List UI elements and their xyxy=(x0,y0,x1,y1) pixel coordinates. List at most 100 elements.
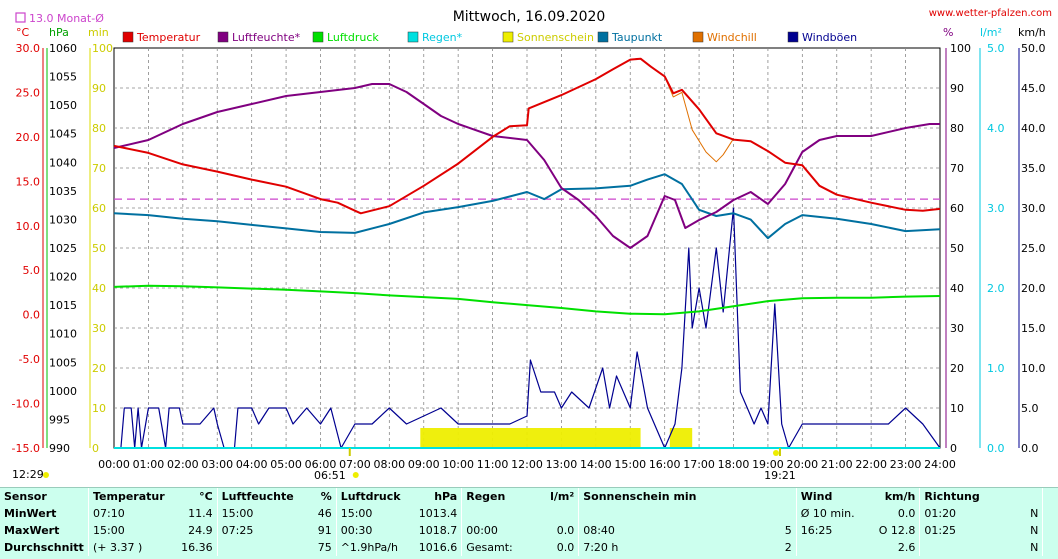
rain-value: 0.0 xyxy=(556,524,575,537)
pressure-tick-label: 1040 xyxy=(49,156,77,169)
pressure-tick-label: 1035 xyxy=(49,185,77,198)
pressure-tick-label: 1030 xyxy=(49,213,77,226)
x-tick-label: 01:00 xyxy=(133,458,165,471)
series-line-windchill xyxy=(664,76,734,163)
wind-tick-label: 50.0 xyxy=(1021,42,1046,55)
sunset-label: 19:21 xyxy=(764,469,796,482)
sunrise-sun-icon xyxy=(352,472,359,478)
temp-value: 16.36 xyxy=(181,541,213,554)
x-tick-label: 15:00 xyxy=(614,458,646,471)
humidity-unit-header: % xyxy=(320,490,332,503)
sunshine-bar xyxy=(669,428,693,448)
chart-series xyxy=(113,57,941,449)
humidity-unit-label: % xyxy=(943,26,953,39)
pressure-unit-label: hPa xyxy=(49,26,69,39)
series-line-taupunkt xyxy=(113,173,941,240)
sunshine-tick-label: 40 xyxy=(92,282,106,295)
x-tick-label: 19:00 xyxy=(752,458,784,471)
sunset-sun-icon xyxy=(772,450,779,456)
legend-swatch xyxy=(312,31,324,43)
legend-swatch xyxy=(597,31,609,43)
rain-tick-label: 3.0 xyxy=(987,202,1005,215)
pressure-time: 00:30 xyxy=(335,522,415,539)
temperature-tick-label: 10.0 xyxy=(16,220,41,233)
legend-label: Luftdruck xyxy=(327,31,379,44)
humidity-value: 91 xyxy=(317,524,332,537)
legend-swatch xyxy=(692,31,704,43)
wind-unit-label: km/h xyxy=(1018,26,1046,39)
direction-value: N xyxy=(1030,507,1039,520)
pressure-tick-label: 1015 xyxy=(49,299,77,312)
pressure-tick-label: 1000 xyxy=(49,385,77,398)
x-tick-label: 04:00 xyxy=(236,458,268,471)
pressure-tick-label: 990 xyxy=(49,442,70,455)
x-tick-label: 18:00 xyxy=(718,458,750,471)
temperature-tick-label: 5.0 xyxy=(23,264,41,277)
temperature-tick-label: 25.0 xyxy=(16,86,41,99)
direction-value-header xyxy=(998,488,1043,505)
left-time-label: 12:29 xyxy=(12,468,44,481)
sunshine-time: 7:20 h xyxy=(578,539,740,556)
sunshine-tick-label: 80 xyxy=(92,122,106,135)
series-line-luftdruck xyxy=(113,284,941,316)
legend-label: Regen* xyxy=(422,31,463,44)
temperature-tick-label: -15.0 xyxy=(12,442,40,455)
statistics-row-avg: Durchschnitt (+ 3.37 ) 16.36 75 ^1.9hPa/… xyxy=(0,539,1058,556)
x-tick-label: 24:00 xyxy=(924,458,956,471)
temp-header: Temperatur xyxy=(87,488,169,505)
legend-label: Temperatur xyxy=(136,31,201,44)
sunshine-tick-label: 90 xyxy=(92,82,106,95)
stats-spacer xyxy=(1042,539,1058,556)
rain-unit-header: l/m² xyxy=(550,490,575,503)
x-tick-label: 06:00 xyxy=(305,458,337,471)
direction-header: Richtung xyxy=(919,488,999,505)
humidity-tick-label: 40 xyxy=(950,282,964,295)
x-tick-label: 20:00 xyxy=(786,458,818,471)
legend-label: Windchill xyxy=(707,31,757,44)
temp-time: (+ 3.37 ) xyxy=(87,539,169,556)
humidity-value: 46 xyxy=(317,507,332,520)
sunshine-tick-label: 100 xyxy=(92,42,113,55)
humidity-tick-label: 80 xyxy=(950,122,964,135)
legend-swatch xyxy=(787,31,799,43)
rain-value: 0.0 xyxy=(556,541,575,554)
pressure-value: 1016.6 xyxy=(418,541,458,554)
wind-tick-label: 25.0 xyxy=(1021,242,1046,255)
x-tick-label: 22:00 xyxy=(855,458,887,471)
chart-annotations: 13.0 Monat-Ø Mittwoch, 16.09.2020 www.wett… xyxy=(12,8,1052,482)
direction-time xyxy=(919,539,999,556)
series-line-windböen xyxy=(114,207,941,449)
humidity-value: 75 xyxy=(317,541,332,554)
x-tick-label: 14:00 xyxy=(580,458,612,471)
rain-tick-label: 5.0 xyxy=(987,42,1005,55)
pressure-value: 1013.4 xyxy=(418,507,458,520)
pressure-tick-label: 1045 xyxy=(49,128,77,141)
rain-time: Gesamt: xyxy=(461,539,541,556)
temperature-tick-label: -10.0 xyxy=(12,398,40,411)
sunshine-bar xyxy=(420,428,641,448)
temp-time: 15:00 xyxy=(87,522,169,539)
chart-legend: Temperatur Luftfeuchte* Luftdruck Regen* Son… xyxy=(122,31,857,44)
humidity-time: 15:00 xyxy=(216,505,298,522)
statistics-header-row: Sensor Temperatur °C Luftfeuchte % Luftd… xyxy=(0,488,1058,505)
x-tick-label: 02:00 xyxy=(167,458,199,471)
sunshine-tick-label: 60 xyxy=(92,202,106,215)
x-tick-label: 11:00 xyxy=(477,458,509,471)
rain-time: 00:00 xyxy=(461,522,541,539)
sunrise-label: 06:51 xyxy=(314,469,346,482)
pressure-tick-label: 1020 xyxy=(49,271,77,284)
wind-value: O 12.8 xyxy=(878,524,916,537)
x-tick-label: 21:00 xyxy=(821,458,853,471)
rain-time xyxy=(461,505,541,522)
humidity-time: 07:25 xyxy=(216,522,298,539)
humidity-tick-label: 30 xyxy=(950,322,964,335)
x-tick-label: 08:00 xyxy=(373,458,405,471)
temp-unit-header: °C xyxy=(199,490,213,503)
statistics-row-max: MaxWert 15:00 24.9 07:25 91 00:30 1018.7… xyxy=(0,522,1058,539)
row-label: MinWert xyxy=(4,507,57,520)
sunshine-value: 2 xyxy=(784,541,792,554)
sensor-header: Sensor xyxy=(4,490,47,503)
sunshine-tick-label: 50 xyxy=(92,242,106,255)
temperature-tick-label: -5.0 xyxy=(19,353,40,366)
legend-swatch xyxy=(502,31,514,43)
